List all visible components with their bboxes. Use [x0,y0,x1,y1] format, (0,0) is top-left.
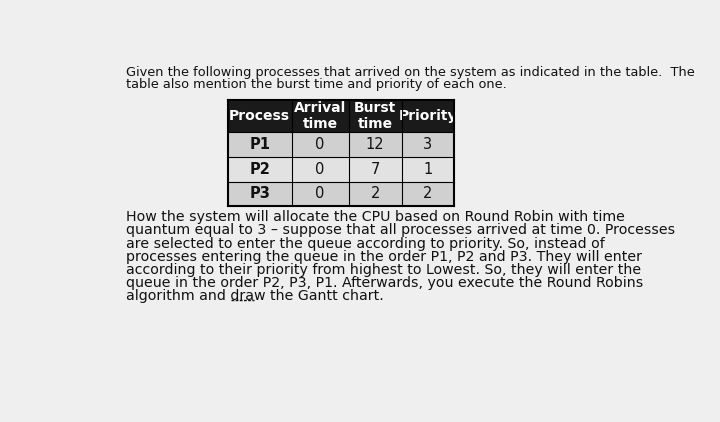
Text: are selected to enter the queue according to priority. So, instead of: are selected to enter the queue accordin… [127,236,606,251]
Text: Process: Process [229,109,290,123]
Text: 0: 0 [315,162,325,177]
Text: P2: P2 [249,162,270,177]
Text: Given the following processes that arrived on the system as indicated in the tab: Given the following processes that arriv… [127,66,696,79]
Text: 0: 0 [315,187,325,201]
Text: Burst
time: Burst time [354,101,396,131]
Text: processes entering the queue in the order P1, P2 and P3. They will enter: processes entering the queue in the orde… [127,250,642,264]
Text: queue in the order P2, P3, P1. Afterwards, you execute the Round Robins: queue in the order P2, P3, P1. Afterward… [127,276,644,290]
Text: How the system will allocate the CPU based on Round Robin with time: How the system will allocate the CPU bas… [127,210,625,224]
Bar [228,132,454,157]
Text: 2: 2 [371,187,380,201]
Bar [228,157,454,181]
Bar [228,181,454,206]
Text: 2: 2 [423,187,433,201]
Text: 3: 3 [423,137,433,152]
Text: Arrival
time: Arrival time [294,101,346,131]
Text: Priority: Priority [399,109,457,123]
Text: P1: P1 [249,137,270,152]
Text: 12: 12 [366,137,384,152]
Text: P3: P3 [249,187,270,201]
Text: algorithm and draw the Gantt chart.: algorithm and draw the Gantt chart. [127,289,384,303]
Bar [228,100,454,132]
Text: 1: 1 [423,162,433,177]
Text: according to their priority from highest to Lowest. So, they will enter the: according to their priority from highest… [127,263,642,277]
Text: 7: 7 [371,162,380,177]
Text: table also mention the burst time and priority of each one.: table also mention the burst time and pr… [127,78,507,91]
Text: quantum equal to 3 – suppose that all processes arrived at time 0. Processes: quantum equal to 3 – suppose that all pr… [127,223,675,237]
Text: 0: 0 [315,137,325,152]
